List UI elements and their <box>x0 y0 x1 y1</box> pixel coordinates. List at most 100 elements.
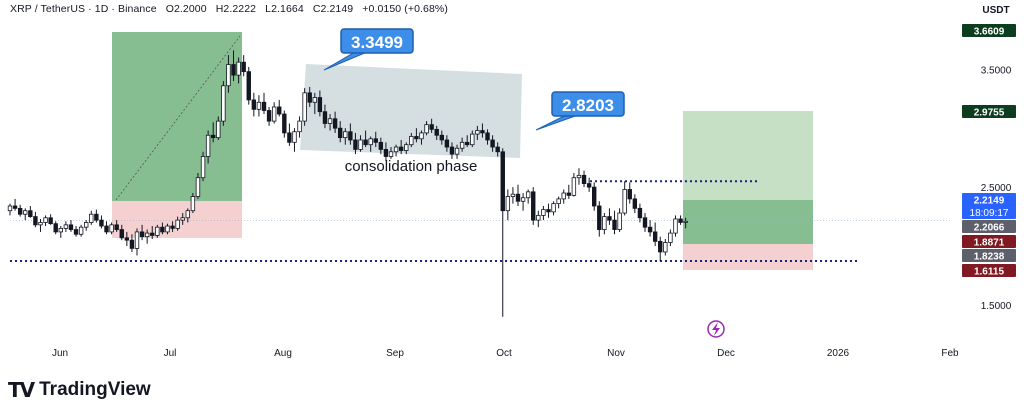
candle-body <box>216 120 221 139</box>
candle-body <box>627 189 632 200</box>
time-tick-label: Nov <box>607 348 625 359</box>
candle-body <box>251 99 257 110</box>
candle-body <box>226 64 231 87</box>
price-label-text: 2.2149 <box>974 196 1005 207</box>
candle-body <box>607 216 612 221</box>
candle <box>38 218 43 232</box>
candle <box>302 88 307 126</box>
price-label-text: 1.8871 <box>974 238 1005 249</box>
candle-body <box>165 225 170 233</box>
candle-body <box>170 225 175 229</box>
candle <box>627 182 632 204</box>
candle-body <box>348 131 353 141</box>
candle <box>307 86 312 107</box>
candle <box>622 181 627 216</box>
candle <box>663 238 668 256</box>
candle-body <box>404 144 409 151</box>
candle-body <box>485 132 490 141</box>
candle-body <box>393 146 399 153</box>
candle <box>58 226 63 238</box>
callout-high: 3.3499 <box>323 28 414 71</box>
candle-body <box>464 141 470 146</box>
candle-body <box>576 174 582 179</box>
price-label: 1.6115 <box>962 264 1016 278</box>
candle-body <box>495 146 500 153</box>
candle <box>155 224 160 238</box>
candle <box>602 213 607 235</box>
consolidation-label: consolidation phase <box>345 158 478 175</box>
price-label: 2.2066 <box>962 220 1016 234</box>
candle <box>99 215 104 229</box>
time-tick-label: Dec <box>717 348 735 359</box>
candle <box>429 118 434 133</box>
candle <box>566 184 571 199</box>
candle-body <box>383 149 389 157</box>
price-label-box <box>962 264 1016 277</box>
candle-body <box>231 64 236 76</box>
price-axis[interactable]: USDT 3.5000 2.5000 1.5000 <box>981 5 1012 312</box>
candle-body <box>337 127 343 139</box>
candle-body <box>282 113 287 134</box>
candle-body <box>353 139 358 150</box>
candle <box>480 123 485 138</box>
ohlc-open: O2.2000 <box>165 3 207 15</box>
candle-body <box>363 139 368 146</box>
candle <box>520 193 526 211</box>
candle <box>312 92 317 115</box>
candle <box>454 144 460 159</box>
candle-body <box>190 196 196 212</box>
candle-body <box>332 118 338 129</box>
candle <box>160 222 165 235</box>
candle-body <box>419 132 424 140</box>
candle <box>490 135 495 152</box>
candle-body <box>449 146 455 155</box>
candle <box>241 55 246 77</box>
candle-body <box>658 240 663 253</box>
candle <box>28 205 33 218</box>
callout-text: 3.3499 <box>351 33 403 52</box>
candle <box>546 203 551 218</box>
candle <box>175 216 180 231</box>
candle-body <box>12 205 18 209</box>
price-label-box <box>962 220 1016 233</box>
candle <box>195 172 201 199</box>
candle <box>282 110 287 138</box>
candle <box>510 187 516 204</box>
second-loss-zone <box>683 244 813 270</box>
candle-body <box>175 219 180 229</box>
candle <box>144 229 150 244</box>
candle-body <box>78 226 84 235</box>
candle <box>23 208 28 221</box>
time-tick-label: Sep <box>386 348 404 359</box>
candle <box>124 231 130 247</box>
candle <box>495 142 500 157</box>
candle <box>683 217 688 229</box>
candle-body <box>531 191 536 221</box>
candle-body <box>155 226 160 236</box>
candle-body <box>63 224 69 229</box>
candle <box>48 214 53 225</box>
tradingview-wordmark: TradingView <box>39 379 151 400</box>
candle-body <box>58 227 63 233</box>
time-axis[interactable]: Jun Jul Aug Sep Oct Nov Dec 2026 Feb <box>52 348 959 359</box>
candle-body <box>602 216 607 230</box>
lightning-icon[interactable] <box>707 320 725 338</box>
candle-body <box>571 177 577 196</box>
candle <box>89 210 94 225</box>
candle <box>673 215 678 237</box>
tradingview-logo[interactable]: TV TradingView <box>8 378 151 402</box>
candle-body <box>536 215 541 221</box>
time-tick-label: Feb <box>941 348 959 359</box>
countdown-text: 18:09:17 <box>970 208 1009 219</box>
candle-body <box>500 151 505 212</box>
candle <box>129 234 135 252</box>
candle <box>7 203 13 216</box>
candle <box>261 92 267 115</box>
candlesticks <box>7 50 688 317</box>
candle-body <box>129 239 135 249</box>
candle <box>348 123 353 145</box>
candle <box>287 123 292 146</box>
symbol-label[interactable]: XRP / TetherUS · 1D · Binance <box>10 3 157 15</box>
candle <box>368 136 373 152</box>
